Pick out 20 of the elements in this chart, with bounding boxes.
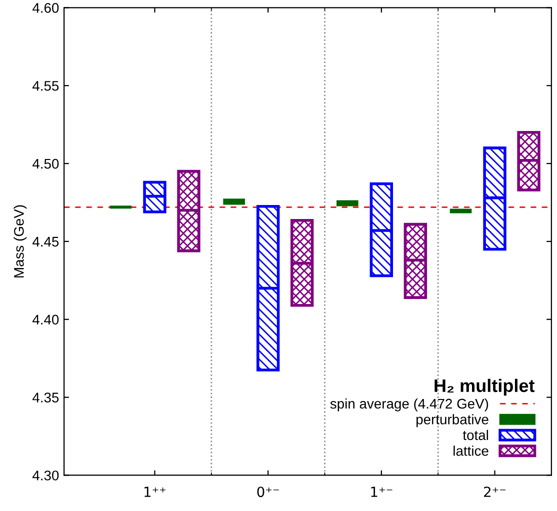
y-axis-title: Mass (GeV) (14, 205, 27, 278)
bar (336, 200, 358, 206)
legend-label: lattice (454, 446, 488, 456)
y-tick-label: 4.60 (32, 3, 59, 13)
x-tick-label: 1⁺⁻ (371, 486, 392, 497)
legend-label: perturbative (416, 414, 488, 428)
legend-title: H₂ multiplet (434, 378, 535, 396)
bar (450, 208, 472, 214)
y-tick-label: 4.40 (32, 314, 59, 325)
y-tick-label: 4.55 (32, 81, 59, 91)
x-tick-label: 1⁺⁺ (144, 486, 166, 497)
bar (223, 198, 245, 205)
legend-label: spin average (4.472 GeV) (330, 398, 488, 412)
x-tick-label: 0⁺⁻ (257, 486, 279, 498)
legend-label: total (462, 430, 488, 440)
y-tick-label: 4.35 (32, 392, 59, 402)
y-tick-label: 4.30 (32, 470, 59, 480)
y-tick-label: 4.50 (32, 158, 59, 169)
x-tick-label: 2⁺⁻ (484, 486, 506, 497)
y-tick-label: 4.45 (32, 236, 59, 247)
